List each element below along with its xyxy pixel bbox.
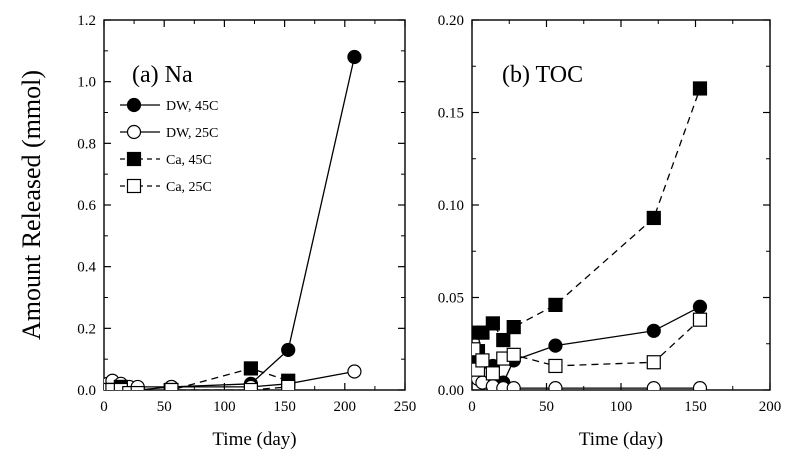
legend-label: Ca, 25C [166, 180, 212, 195]
series-line [107, 56, 356, 390]
x-tick-label: 200 [334, 399, 357, 415]
y-axis-label: Amount Released (mmol) [17, 70, 46, 340]
x-tick-label: 50 [157, 399, 172, 415]
x-tick-label: 150 [273, 399, 296, 415]
x-tick-label: 200 [759, 399, 782, 415]
x-tick-label: 100 [213, 399, 236, 415]
x-axis-label: Time (day) [579, 429, 663, 450]
data-point [472, 342, 481, 357]
panel-a-na: 0 50 100 150 200 250 0.0 0.2 0.4 0.6 0.8 1.0 1.2 Time… [77, 13, 416, 450]
y-tick-label: 1.2 [77, 13, 96, 29]
y-tick-label: 0.4 [77, 260, 96, 276]
x-tick-label: 250 [394, 399, 417, 415]
legend-label: Ca, 45C [166, 153, 212, 168]
panel-label: (b) TOC [502, 62, 583, 88]
x-axis-label: Time (day) [212, 429, 296, 450]
data-point [506, 347, 521, 362]
data-point [113, 382, 128, 390]
data-point [126, 97, 142, 113]
series-ca-45c [472, 81, 708, 370]
y-tick-label: 0.6 [77, 198, 96, 214]
data-point [126, 124, 142, 140]
y-tick-label: 0.20 [438, 13, 464, 29]
data-point [126, 151, 142, 167]
data-point [243, 382, 258, 390]
data-point [646, 381, 661, 390]
data-point [496, 332, 511, 348]
data-point [548, 338, 563, 353]
x-tick-label: 150 [684, 399, 707, 415]
legend: DW, 45C DW, 25C Ca, 45C Ca, 25C [120, 97, 218, 195]
y-tick-label: 0.8 [77, 136, 96, 152]
y-tick-label: 0.2 [77, 321, 96, 337]
data-point [164, 382, 179, 390]
data-point [485, 366, 500, 381]
panel-b-toc: 0 50 100 150 200 0.00 0.05 0.10 0.15 0.20 Time (da… [438, 13, 782, 450]
data-point [548, 358, 563, 374]
x-tick-label: 0 [100, 399, 108, 415]
series-ca-25c [472, 312, 708, 381]
y-tick-label: 1.0 [77, 75, 96, 91]
data-point [122, 385, 137, 390]
data-point [126, 178, 142, 194]
data-point [105, 382, 120, 390]
series-ca-25c [104, 379, 296, 390]
x-tick-label: 100 [610, 399, 633, 415]
legend-label: DW, 45C [166, 99, 218, 114]
data-point [475, 325, 490, 340]
data-point [548, 297, 563, 312]
x-tick-label: 0 [468, 399, 476, 415]
data-point [506, 381, 521, 390]
data-point [281, 342, 296, 358]
data-point [646, 355, 661, 370]
data-point [347, 49, 362, 65]
y-tick-label: 0.0 [77, 383, 96, 399]
y-tick-label: 0.05 [438, 291, 464, 307]
data-point [692, 81, 708, 96]
data-point [646, 323, 661, 338]
y-tick-label: 0.00 [438, 383, 464, 399]
y-tick-label: 0.15 [438, 106, 464, 122]
data-point [506, 320, 521, 335]
panel-label: (a) Na [132, 62, 193, 88]
data-point [692, 299, 708, 314]
data-point [347, 364, 362, 379]
data-point [475, 353, 490, 368]
y-tick-label: 0.10 [438, 198, 464, 214]
data-point [281, 379, 296, 390]
data-point [646, 210, 661, 226]
data-point [692, 312, 708, 327]
data-point [692, 381, 708, 390]
legend-label: DW, 25C [166, 126, 218, 141]
data-point [548, 381, 563, 390]
data-point [243, 361, 258, 376]
data-point [130, 385, 145, 390]
x-tick-label: 50 [539, 399, 554, 415]
data-point [485, 316, 500, 331]
